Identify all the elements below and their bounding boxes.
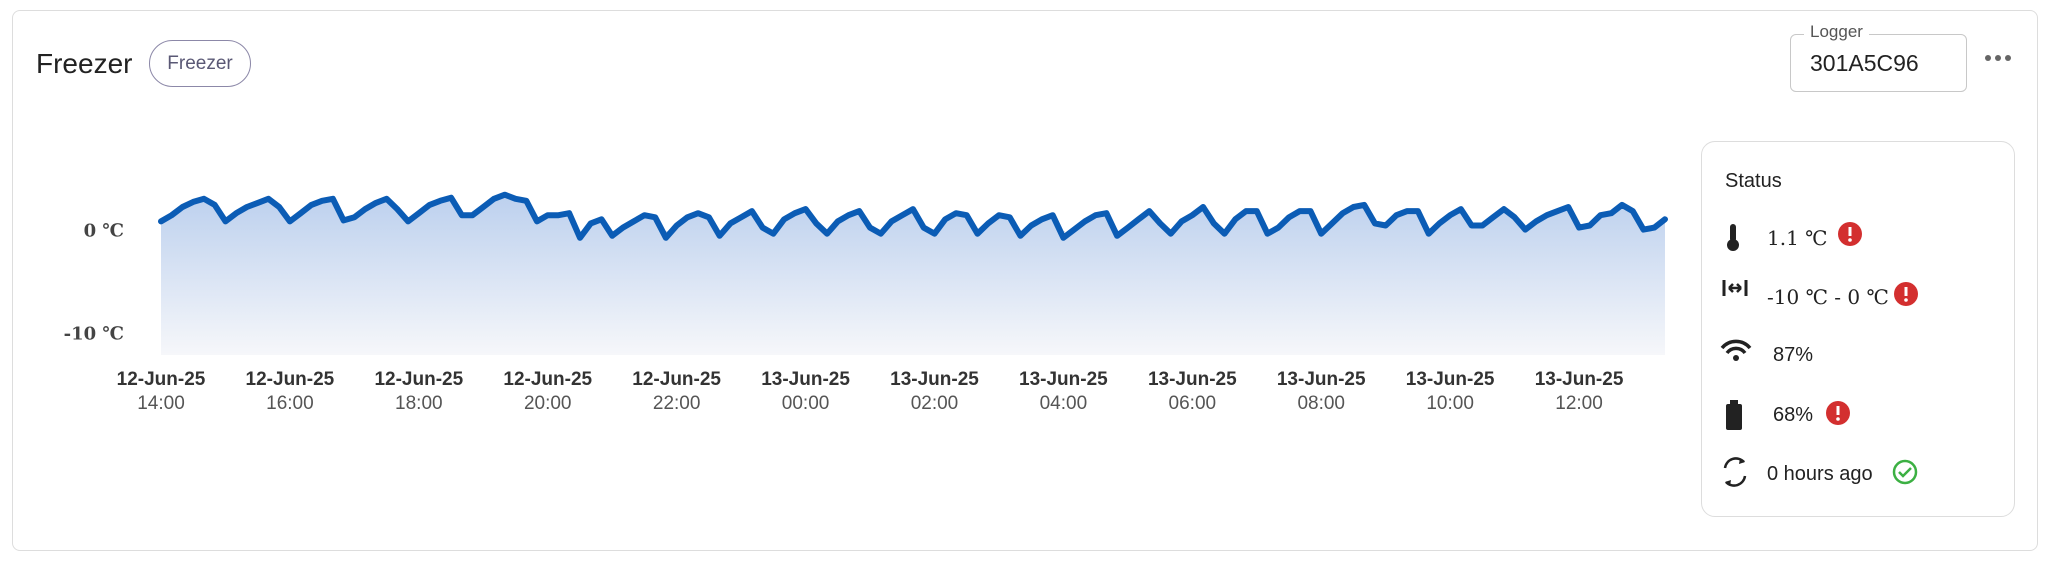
x-tick-label: 12-Jun-25 18:00 <box>374 369 464 414</box>
x-tick-label: 12-Jun-25 14:00 <box>116 369 206 414</box>
x-tick-label: 13-Jun-25 06:00 <box>1147 369 1237 414</box>
x-tick-label: 13-Jun-25 12:00 <box>1534 369 1624 414</box>
status-icons <box>1720 222 1918 487</box>
x-tick-label: 13-Jun-25 08:00 <box>1276 369 1366 414</box>
line <box>158 191 1668 241</box>
x-tick-label: 13-Jun-25 00:00 <box>761 369 850 414</box>
menu-button[interactable] <box>1982 48 2014 68</box>
logger-id: 301A5C96 <box>1810 50 1919 76</box>
signal: 87% <box>1773 344 1814 366</box>
logger-label: Logger <box>1804 22 1869 42</box>
temperature: 1.1 ℃ <box>1767 226 1828 250</box>
chart: 0 ℃ -10 ℃ <box>64 191 1668 355</box>
y-tick-label: 0 ℃ <box>84 221 124 242</box>
area <box>161 194 1665 355</box>
x-tick-label: 13-Jun-25 10:00 <box>1405 369 1495 414</box>
last-sync: 0 hours ago <box>1767 463 1873 485</box>
x-tick-label: 13-Jun-25 04:00 <box>1019 369 1108 414</box>
tag-chip[interactable]: Freezer <box>149 40 251 87</box>
card <box>12 10 2038 551</box>
x-tick-label: 12-Jun-25 16:00 <box>245 369 335 414</box>
battery: 68% <box>1773 404 1814 426</box>
x-tick-label: 12-Jun-25 22:00 <box>632 369 721 414</box>
x-tick-label: 13-Jun-25 02:00 <box>890 369 979 414</box>
range: -10 ℃ - 0 ℃ <box>1767 285 1889 309</box>
x-tick-label: 12-Jun-25 20:00 <box>503 369 593 414</box>
y-tick-label: -10 ℃ <box>64 323 124 344</box>
status-title: Status <box>1725 170 1782 192</box>
status-panel <box>1701 141 2015 517</box>
title: Freezer <box>36 48 133 79</box>
logger-select[interactable] <box>1790 34 1967 92</box>
